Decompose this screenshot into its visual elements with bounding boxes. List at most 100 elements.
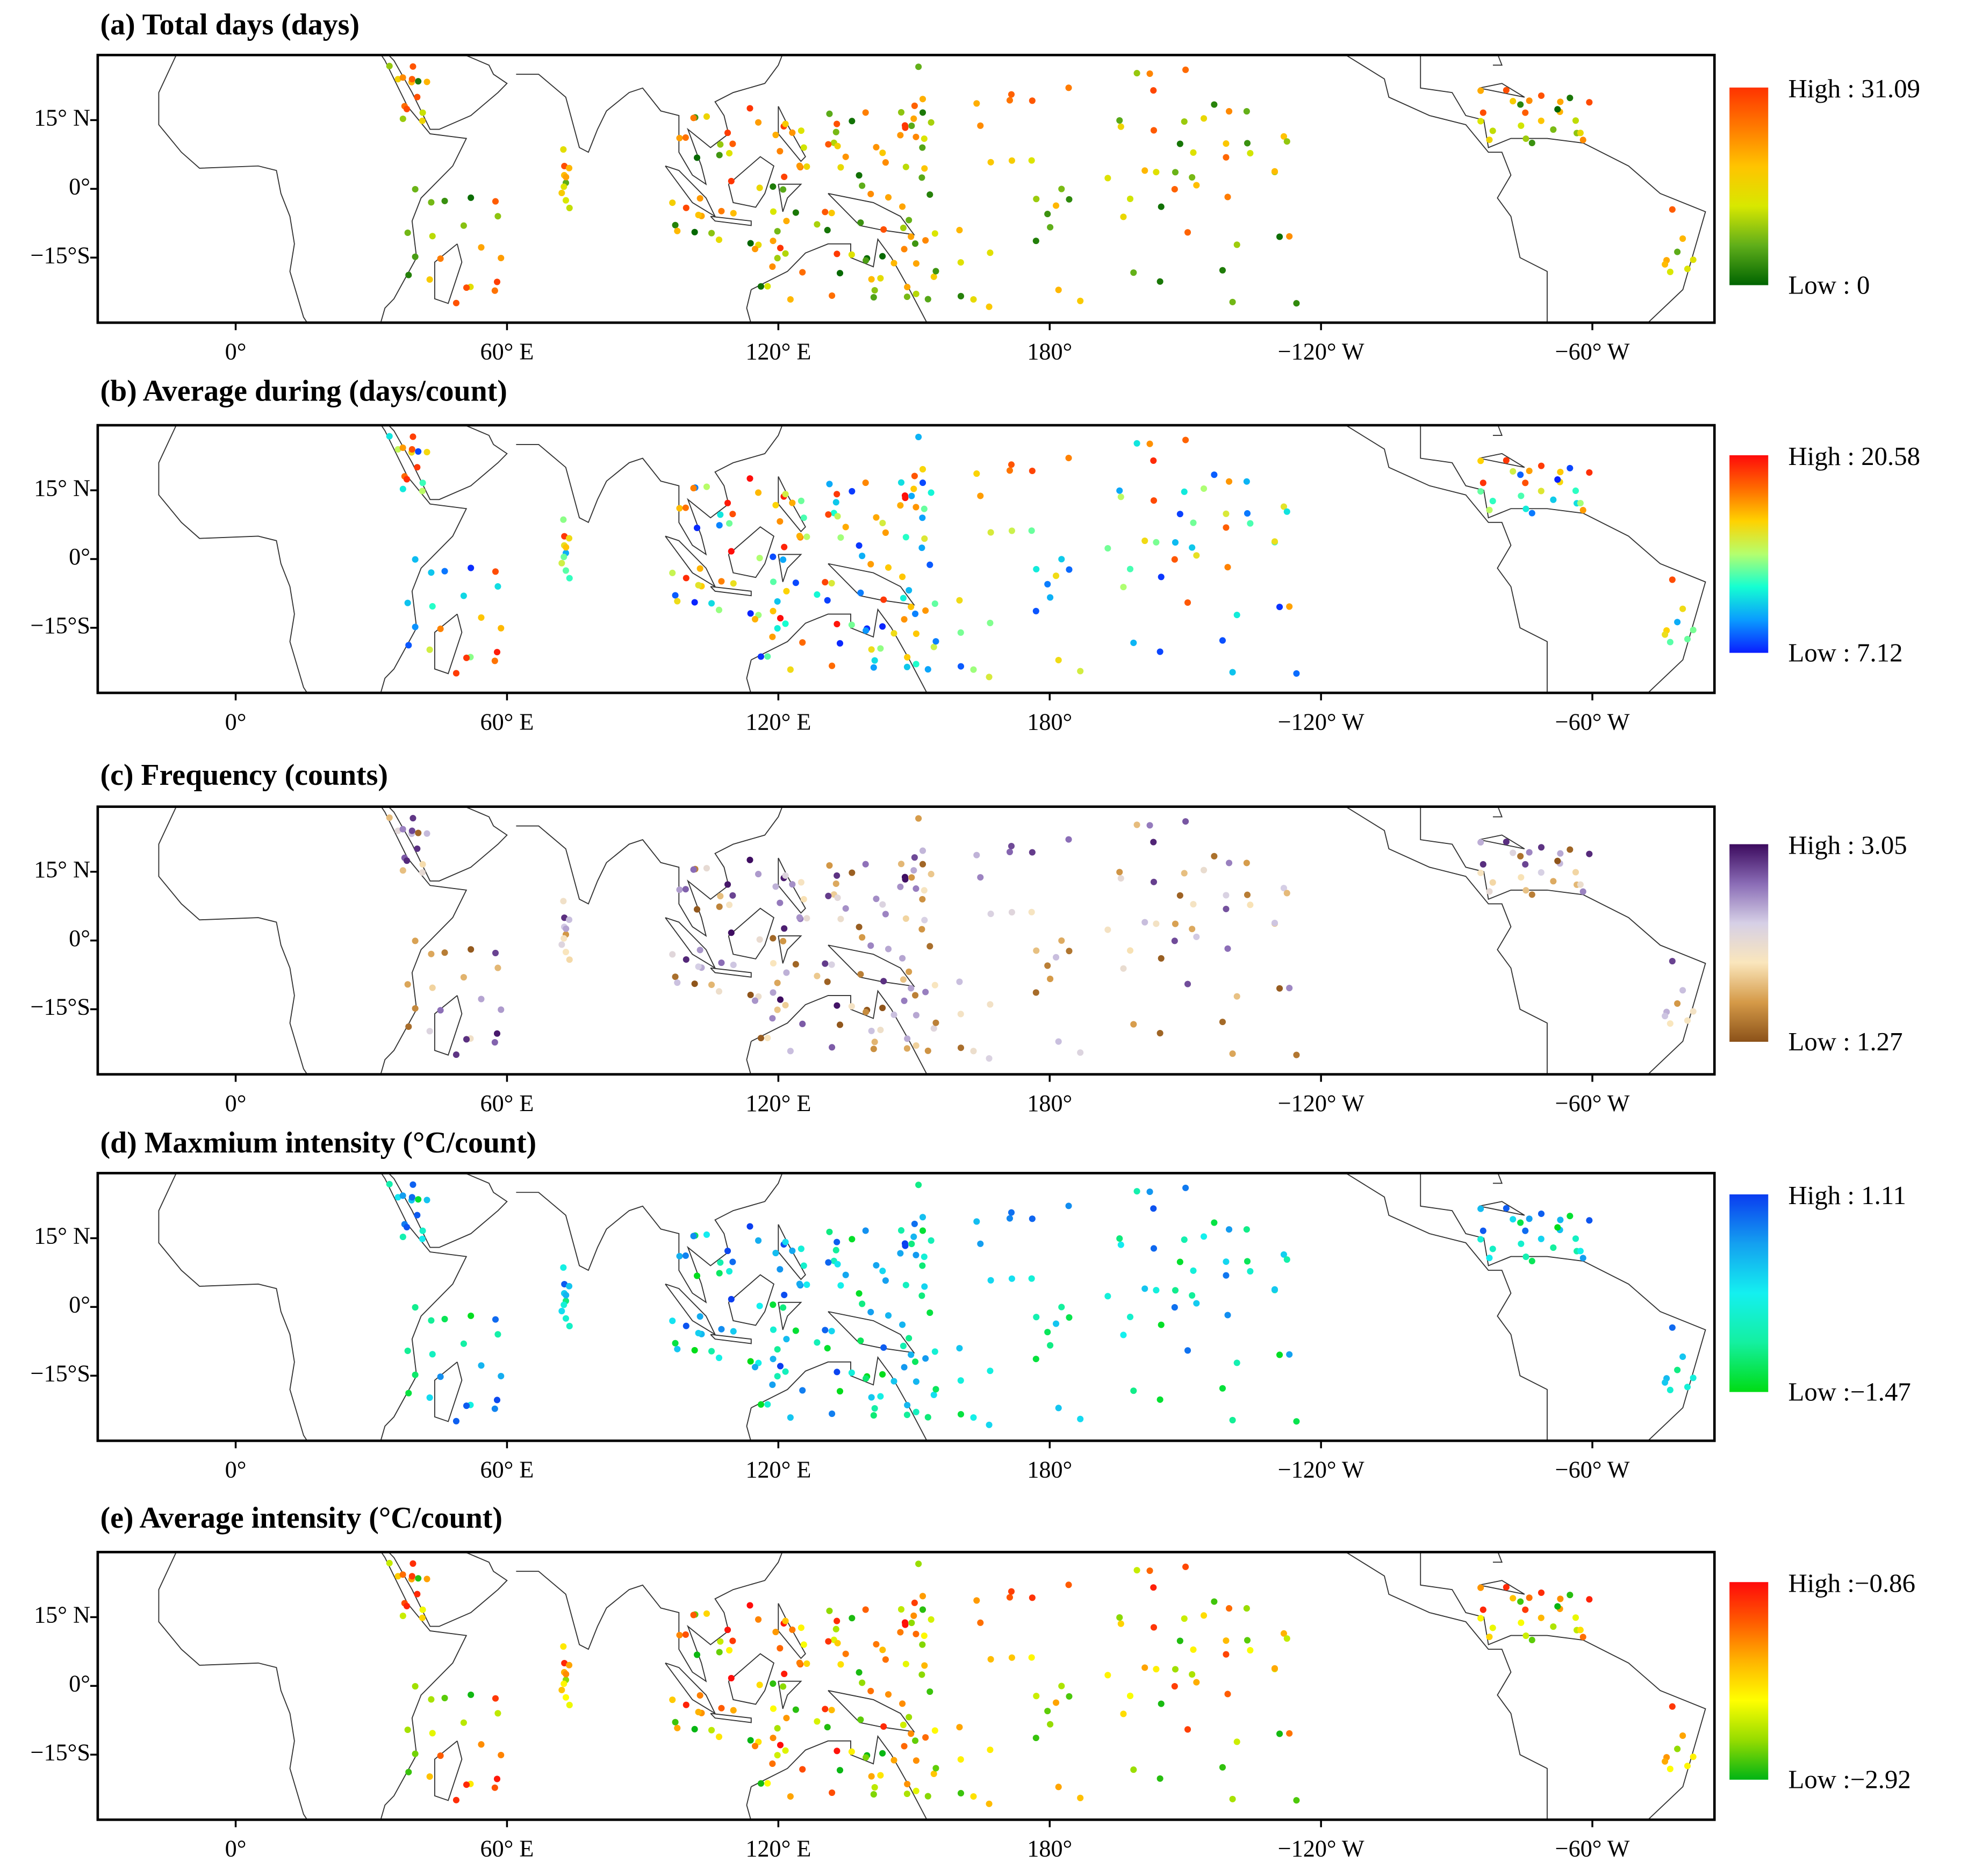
reef-point: [682, 1631, 689, 1638]
reef-point: [403, 476, 411, 483]
reef-point: [726, 1646, 733, 1654]
reef-point: [1477, 1236, 1484, 1243]
x-tick-label: 0°: [225, 339, 247, 365]
reef-point: [399, 1192, 406, 1199]
reef-point: [871, 1405, 878, 1412]
reef-point: [973, 1218, 980, 1225]
reef-point: [1130, 1766, 1137, 1773]
reef-point: [1189, 926, 1196, 933]
reef-point: [902, 1660, 909, 1667]
reef-point: [1669, 957, 1676, 965]
reef-point: [774, 625, 781, 632]
reef-point: [770, 1326, 777, 1333]
reef-point: [498, 1372, 505, 1380]
reef-point: [408, 446, 415, 453]
reef-point: [1104, 1672, 1111, 1679]
reef-point: [1690, 626, 1697, 633]
reef-point: [1190, 519, 1197, 526]
reef-point: [879, 901, 886, 908]
reef-point: [796, 1280, 803, 1287]
reef-point: [669, 951, 676, 958]
reef-point: [774, 1006, 781, 1013]
reef-point: [1150, 1624, 1158, 1631]
reef-point: [803, 1660, 810, 1667]
reef-point: [1158, 574, 1165, 581]
reef-point: [1077, 1049, 1084, 1056]
reef-point: [1526, 849, 1533, 856]
y-tick-label: −15°S: [31, 1360, 90, 1386]
reef-point: [1526, 1594, 1533, 1601]
map-panel: 0° 60° E 120° E 180° −120° W −60° W 15° N 0° −15…: [31, 805, 1907, 1116]
reef-point: [903, 293, 910, 300]
reef-point: [404, 1347, 411, 1355]
reef-point: [849, 1615, 856, 1622]
reef-point: [973, 851, 980, 858]
reef-point: [757, 1401, 764, 1408]
reef-point: [1503, 1584, 1510, 1591]
reef-point: [910, 867, 917, 874]
coastline: [380, 425, 468, 693]
reef-point: [890, 1011, 897, 1018]
reef-point: [879, 253, 886, 260]
reef-point: [897, 1629, 904, 1636]
reef-point: [922, 1734, 929, 1741]
reef-point: [1244, 1258, 1251, 1265]
reef-point: [1200, 485, 1208, 492]
reef-point: [1029, 1594, 1036, 1601]
reef-point: [957, 1011, 964, 1018]
reef-point: [1172, 1287, 1179, 1294]
reef-point: [1283, 508, 1290, 515]
reef-point: [906, 1714, 913, 1721]
reef-point: [956, 978, 963, 985]
reef-point: [1243, 860, 1250, 867]
reef-point: [560, 1264, 567, 1271]
reef-point: [1153, 539, 1160, 546]
reef-point: [921, 1662, 928, 1669]
reef-point: [1158, 955, 1165, 962]
reef-point: [1667, 268, 1673, 275]
reef-point: [973, 470, 980, 477]
reef-point: [777, 245, 784, 252]
reef-point: [789, 1247, 796, 1254]
reef-point: [931, 600, 938, 607]
reef-point: [715, 988, 723, 995]
reef-point: [922, 1355, 929, 1362]
reef-point: [1157, 1775, 1163, 1782]
reef-point: [926, 1688, 933, 1695]
reef-point: [491, 1784, 498, 1791]
reef-point: [1182, 66, 1189, 73]
reef-point: [921, 887, 928, 894]
x-tick-label: 60° E: [480, 339, 534, 365]
reef-point: [911, 1599, 918, 1606]
reef-point: [414, 1212, 421, 1219]
map-panel: 0° 60° E 120° E 180° −120° W −60° W 15° N 0° −15…: [31, 424, 1920, 735]
reef-point: [913, 1251, 920, 1258]
reef-point: [928, 1616, 935, 1623]
reef-point: [908, 985, 915, 992]
reef-point: [403, 857, 411, 864]
reef-point: [1477, 1584, 1484, 1591]
reef-point: [1586, 850, 1593, 857]
map-panel: 0° 60° E 120° E 180° −120° W −60° W 15° N 0° −15…: [31, 1172, 1911, 1483]
coastline: [1492, 1552, 1503, 1563]
reef-point: [1058, 185, 1065, 192]
colorbar: [1729, 1194, 1769, 1392]
reef-point: [726, 149, 733, 157]
coastline: [710, 967, 752, 978]
reef-point: [491, 287, 498, 294]
panel-title: (a) Total days (days): [100, 8, 360, 41]
x-tick-label: 180°: [1027, 708, 1072, 735]
reef-point: [491, 1405, 498, 1412]
reef-point: [834, 1639, 841, 1646]
reef-point: [764, 1780, 771, 1787]
reef-point: [1066, 948, 1073, 955]
reef-point: [1189, 1292, 1196, 1299]
reef-point: [915, 1182, 922, 1188]
reef-point: [842, 1271, 849, 1278]
reef-point: [1047, 1721, 1054, 1728]
reef-point: [715, 606, 723, 613]
reef-point: [970, 1414, 977, 1421]
coastline: [1345, 425, 1548, 693]
reef-point: [928, 871, 935, 878]
reef-point: [825, 1259, 832, 1266]
